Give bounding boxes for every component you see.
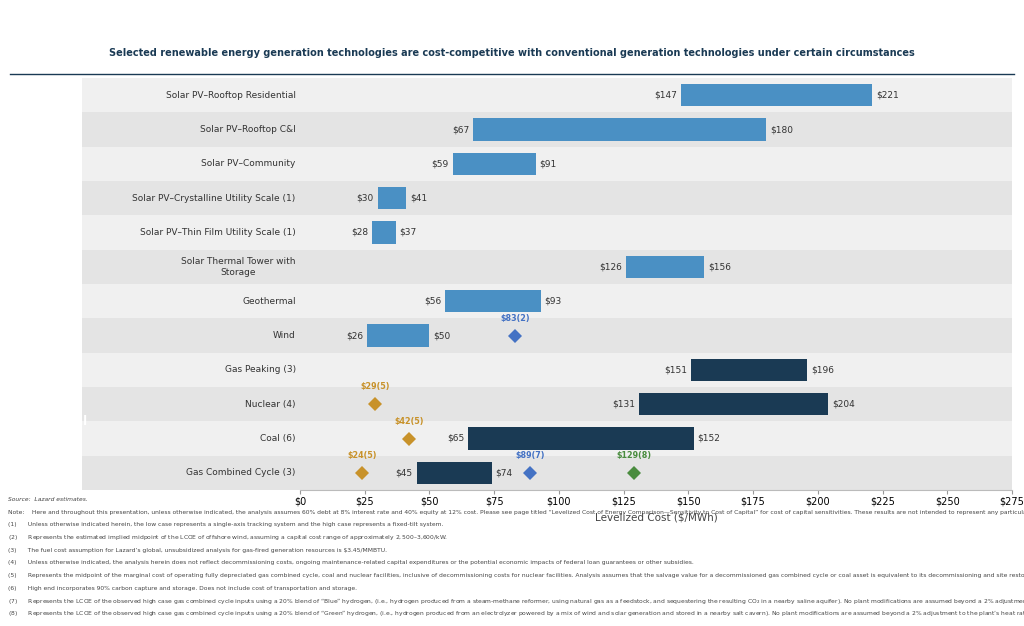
- Text: Nuclear (4): Nuclear (4): [245, 399, 296, 409]
- Text: $56: $56: [424, 297, 441, 305]
- Text: Solar PV–Crystalline Utility Scale (1): Solar PV–Crystalline Utility Scale (1): [132, 193, 296, 203]
- Text: $180: $180: [770, 125, 793, 134]
- Text: (8)      Represents the LCOE of the observed high case gas combined cycle inputs: (8) Represents the LCOE of the observed …: [8, 608, 1024, 618]
- Text: (4)      Unless otherwise indicated, the analysis herein does not reflect decomm: (4) Unless otherwise indicated, the anal…: [8, 560, 694, 565]
- Text: Levelized Cost of Energy Comparison—Unsubsidized Analysis: Levelized Cost of Energy Comparison—Unsu…: [10, 11, 516, 26]
- Bar: [373, 222, 396, 244]
- Bar: [627, 255, 703, 278]
- Text: Solar PV–Rooftop C&I: Solar PV–Rooftop C&I: [200, 125, 296, 134]
- Text: (6)      High end incorporates 90% carbon capture and storage. Does not include : (6) High end incorporates 90% carbon cap…: [8, 585, 357, 590]
- Text: (3)      The fuel cost assumption for Lazard’s global, unsubsidized analysis for: (3) The fuel cost assumption for Lazard’…: [8, 548, 387, 553]
- Bar: [82, 421, 300, 456]
- Text: $65: $65: [447, 434, 465, 443]
- Bar: [82, 352, 300, 387]
- Text: $152: $152: [697, 434, 720, 443]
- Text: $67: $67: [453, 125, 470, 134]
- Text: Source:  Lazard estimates.: Source: Lazard estimates.: [8, 497, 88, 502]
- Bar: [300, 112, 1012, 146]
- Text: Geothermal: Geothermal: [242, 297, 296, 305]
- Text: Coal (6): Coal (6): [260, 434, 296, 443]
- Bar: [473, 118, 766, 141]
- Text: Wind: Wind: [272, 331, 296, 340]
- Text: Selected renewable energy generation technologies are cost-competitive with conv: Selected renewable energy generation tec…: [110, 48, 914, 58]
- Text: $29(5): $29(5): [360, 382, 390, 391]
- Text: Conventional: Conventional: [0, 415, 88, 428]
- Text: $37: $37: [399, 228, 417, 237]
- Text: $30: $30: [356, 193, 374, 203]
- Text: $156: $156: [708, 262, 731, 271]
- Bar: [300, 215, 1012, 250]
- Bar: [468, 428, 693, 449]
- Bar: [300, 456, 1012, 490]
- Text: $204: $204: [833, 399, 855, 409]
- Text: $41: $41: [410, 193, 427, 203]
- Text: $221: $221: [877, 91, 899, 100]
- Bar: [691, 359, 808, 381]
- Bar: [300, 319, 1012, 352]
- Bar: [82, 387, 300, 421]
- Text: $24(5): $24(5): [347, 451, 377, 460]
- Text: (1)      Unless otherwise indicated herein, the low case represents a single-axi: (1) Unless otherwise indicated herein, t…: [8, 522, 443, 527]
- Bar: [300, 146, 1012, 181]
- Bar: [300, 250, 1012, 284]
- Text: $28: $28: [351, 228, 369, 237]
- Bar: [681, 84, 872, 106]
- Text: Solar PV–Rooftop Residential: Solar PV–Rooftop Residential: [166, 91, 296, 100]
- Text: Solar PV–Thin Film Utility Scale (1): Solar PV–Thin Film Utility Scale (1): [140, 228, 296, 237]
- Text: $91: $91: [540, 160, 557, 168]
- Text: Solar Thermal Tower with
Storage: Solar Thermal Tower with Storage: [181, 257, 296, 277]
- Text: Note:    Here and throughout this presentation, unless otherwise indicated, the : Note: Here and throughout this presentat…: [8, 510, 1024, 515]
- Bar: [82, 215, 300, 250]
- Bar: [300, 181, 1012, 215]
- Text: $83(2): $83(2): [500, 314, 529, 323]
- Text: Gas Combined Cycle (3): Gas Combined Cycle (3): [186, 468, 296, 478]
- Text: Renewable
Energy: Renewable Energy: [7, 202, 80, 229]
- Bar: [368, 324, 429, 347]
- Bar: [300, 284, 1012, 319]
- Text: $42(5): $42(5): [394, 417, 424, 426]
- Bar: [417, 462, 492, 484]
- Text: $131: $131: [612, 399, 635, 409]
- Bar: [639, 393, 828, 415]
- Text: $126: $126: [599, 262, 623, 271]
- Text: $89(7): $89(7): [516, 451, 545, 460]
- Bar: [82, 146, 300, 181]
- Text: $50: $50: [433, 331, 451, 340]
- Bar: [300, 387, 1012, 421]
- Bar: [378, 187, 407, 209]
- Text: (7)      Represents the LCOE of the observed high case gas combined cycle inputs: (7) Represents the LCOE of the observed …: [8, 596, 1024, 606]
- Text: $129(8): $129(8): [616, 451, 651, 460]
- Text: $74: $74: [496, 468, 513, 478]
- Text: (2)      Represents the estimated implied midpoint of the LCOE of offshore wind,: (2) Represents the estimated implied mid…: [8, 533, 449, 542]
- Text: Gas Peaking (3): Gas Peaking (3): [224, 366, 296, 374]
- Bar: [82, 319, 300, 352]
- Text: (5)      Represents the midpoint of the marginal cost of operating fully depreci: (5) Represents the midpoint of the margi…: [8, 573, 1024, 578]
- Bar: [82, 250, 300, 284]
- Text: $151: $151: [665, 366, 687, 374]
- Bar: [300, 78, 1012, 112]
- Text: $59: $59: [432, 160, 449, 168]
- Text: $45: $45: [395, 468, 413, 478]
- Text: Solar PV–Community: Solar PV–Community: [202, 160, 296, 168]
- X-axis label: Levelized Cost ($/MWh): Levelized Cost ($/MWh): [595, 513, 718, 523]
- Bar: [300, 421, 1012, 456]
- Bar: [300, 352, 1012, 387]
- Bar: [445, 290, 541, 312]
- Bar: [82, 78, 300, 112]
- Text: $26: $26: [346, 331, 364, 340]
- Bar: [453, 153, 536, 175]
- Bar: [82, 456, 300, 490]
- Text: $93: $93: [545, 297, 562, 305]
- Text: $147: $147: [654, 91, 677, 100]
- Bar: [82, 284, 300, 319]
- Text: $196: $196: [811, 366, 835, 374]
- Bar: [82, 112, 300, 146]
- Bar: [82, 181, 300, 215]
